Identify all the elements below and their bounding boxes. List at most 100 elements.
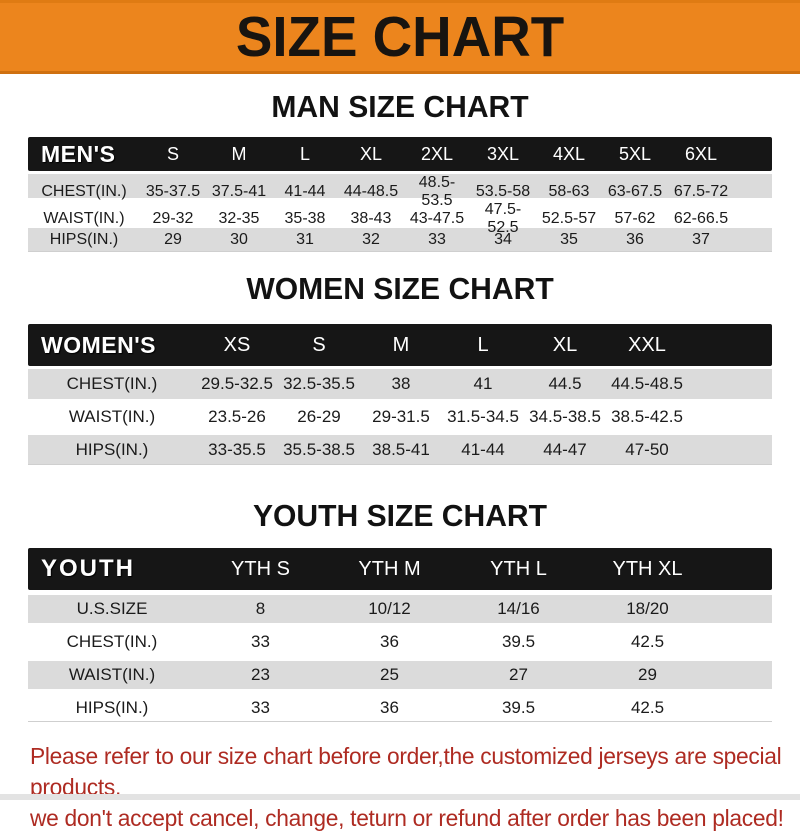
size-value-cell: 42.5 — [630, 632, 665, 651]
size-value-cell: 31 — [296, 230, 314, 248]
size-value-cell: 29 — [638, 665, 657, 684]
size-column-header: YTH S — [231, 557, 290, 580]
size-column-header: M — [392, 333, 410, 356]
size-value-cell: 37.5-41 — [211, 183, 267, 200]
size-value-cell: 29.5-32.5 — [201, 374, 273, 393]
size-value-cell: 53.5-58 — [475, 183, 531, 200]
size-value-cell: 38-43 — [350, 210, 392, 227]
size-value-cell: 34.5-38.5 — [529, 407, 601, 426]
disclaimer-line-1: Please refer to our size chart before or… — [30, 743, 782, 800]
size-value-cell: 38.5-42.5 — [611, 407, 683, 426]
size-value-cell: 14/16 — [497, 599, 540, 618]
size-value-cell: 47.5-52.5 — [484, 201, 522, 236]
size-value-cell: 35-38 — [284, 210, 326, 227]
men-row-hips: HIPS(IN.) 29 30 31 32 33 34 35 36 37 — [28, 228, 772, 252]
size-value-cell: 62-66.5 — [673, 210, 729, 227]
size-column-header: L — [299, 143, 310, 164]
size-column-header: S — [166, 143, 179, 164]
youth-size-chart-heading: YOUTH SIZE CHART — [252, 498, 548, 533]
size-value-cell: 42.5 — [630, 697, 665, 717]
size-value-cell: 23 — [251, 665, 270, 684]
size-column-header: XXL — [628, 333, 666, 356]
size-column-header: XS — [223, 333, 251, 356]
size-column-header: 5XL — [618, 143, 652, 164]
size-value-cell: 10/12 — [368, 599, 411, 618]
women-size-chart-heading: WOMEN SIZE CHART — [246, 271, 554, 306]
row-label: CHEST(IN.) — [41, 183, 127, 200]
men-row-waist: WAIST(IN.) 29-32 32-35 35-38 38-43 43-47… — [28, 201, 772, 236]
row-label: WAIST(IN.) — [68, 407, 156, 426]
size-value-cell: 39.5 — [501, 697, 536, 717]
youth-row-waist: WAIST(IN.) 23 25 27 29 — [28, 661, 772, 689]
size-value-cell: 41-44 — [461, 439, 505, 459]
size-column-header: XL — [359, 143, 383, 164]
size-column-header: YTH L — [490, 557, 547, 580]
size-value-cell: 48.5-53.5 — [418, 174, 456, 209]
size-value-cell: 39.5 — [501, 632, 536, 651]
size-value-cell: 32 — [362, 230, 380, 248]
order-disclaimer: Please refer to our size chart before or… — [30, 741, 792, 834]
women-row-chest: CHEST(IN.) 29.5-32.5 32.5-35.5 38 41 44.… — [28, 369, 772, 399]
size-column-header: 2XL — [420, 143, 454, 164]
size-value-cell: 58-63 — [548, 183, 590, 200]
size-value-cell: 44.5-48.5 — [611, 374, 683, 393]
youth-row-chest: CHEST(IN.) 33 36 39.5 42.5 — [28, 628, 772, 656]
row-label: HIPS(IN.) — [75, 697, 149, 717]
size-value-cell: 38 — [391, 374, 411, 393]
men-size-table: MEN'S S M L XL 2XL 3XL 4XL 5XL 6XL CHEST… — [28, 137, 772, 252]
row-label: WAIST(IN.) — [43, 210, 125, 227]
size-value-cell: 32.5-35.5 — [283, 374, 355, 393]
women-row-waist: WAIST(IN.) 23.5-26 26-29 29-31.5 31.5-34… — [28, 402, 772, 432]
size-value-cell: 29-32 — [152, 210, 194, 227]
size-value-cell: 33 — [251, 697, 270, 717]
men-row-chest: CHEST(IN.) 35-37.5 37.5-41 41-44 44-48.5… — [28, 174, 772, 209]
men-corner-label: MEN'S — [41, 140, 116, 167]
size-value-cell: 36 — [380, 632, 399, 651]
size-value-cell: 30 — [230, 230, 248, 248]
women-corner-label: WOMEN'S — [41, 331, 157, 358]
size-chart-banner: SIZE CHART — [0, 0, 800, 74]
youth-corner-label: YOUTH — [41, 555, 135, 582]
size-value-cell: 23.5-26 — [208, 407, 266, 426]
size-value-cell: 8 — [255, 599, 266, 618]
size-value-cell: 52.5-57 — [541, 210, 597, 227]
size-value-cell: 43-47.5 — [409, 210, 465, 227]
row-label: CHEST(IN.) — [66, 374, 158, 393]
size-column-header: S — [312, 333, 326, 356]
men-table-header: MEN'S S M L XL 2XL 3XL 4XL 5XL 6XL — [28, 137, 772, 171]
size-value-cell: 25 — [380, 665, 399, 684]
women-table-header: WOMEN'S XS S M L XL XXL — [28, 324, 772, 366]
size-value-cell: 33-35.5 — [208, 439, 266, 459]
size-value-cell: 44.5 — [548, 374, 582, 393]
size-value-cell: 31.5-34.5 — [447, 407, 519, 426]
banner-title: SIZE CHART — [235, 4, 565, 69]
size-value-cell: 67.5-72 — [673, 183, 729, 200]
size-column-header: YTH XL — [612, 557, 683, 580]
size-value-cell: 18/20 — [626, 599, 669, 618]
size-column-header: L — [477, 333, 489, 356]
row-label: HIPS(IN.) — [49, 230, 119, 248]
row-label: WAIST(IN.) — [68, 665, 156, 684]
row-label: HIPS(IN.) — [75, 439, 149, 459]
youth-row-hips: HIPS(IN.) 33 36 39.5 42.5 — [28, 694, 772, 722]
size-value-cell: 63-67.5 — [607, 183, 663, 200]
size-value-cell: 36 — [626, 230, 644, 248]
size-value-cell: 37 — [692, 230, 710, 248]
size-value-cell: 33 — [251, 632, 270, 651]
row-label: CHEST(IN.) — [66, 632, 158, 651]
bottom-edge-strip — [0, 794, 800, 800]
youth-row-ussize: U.S.SIZE 8 10/12 14/16 18/20 — [28, 595, 772, 623]
size-value-cell: 57-62 — [614, 210, 656, 227]
youth-size-table: YOUTH YTH S YTH M YTH L YTH XL U.S.SIZE … — [28, 548, 772, 722]
youth-table-header: YOUTH YTH S YTH M YTH L YTH XL — [28, 548, 772, 590]
women-size-table: WOMEN'S XS S M L XL XXL CHEST(IN.) 29.5-… — [28, 324, 772, 465]
size-value-cell: 34 — [494, 230, 512, 248]
size-value-cell: 35 — [560, 230, 578, 248]
size-value-cell: 29 — [164, 230, 182, 248]
size-column-header: 6XL — [684, 143, 718, 164]
size-value-cell: 38.5-41 — [372, 439, 430, 459]
man-size-chart-heading: MAN SIZE CHART — [271, 89, 529, 124]
size-value-cell: 32-35 — [218, 210, 260, 227]
size-value-cell: 27 — [509, 665, 528, 684]
size-value-cell: 29-31.5 — [372, 407, 430, 426]
